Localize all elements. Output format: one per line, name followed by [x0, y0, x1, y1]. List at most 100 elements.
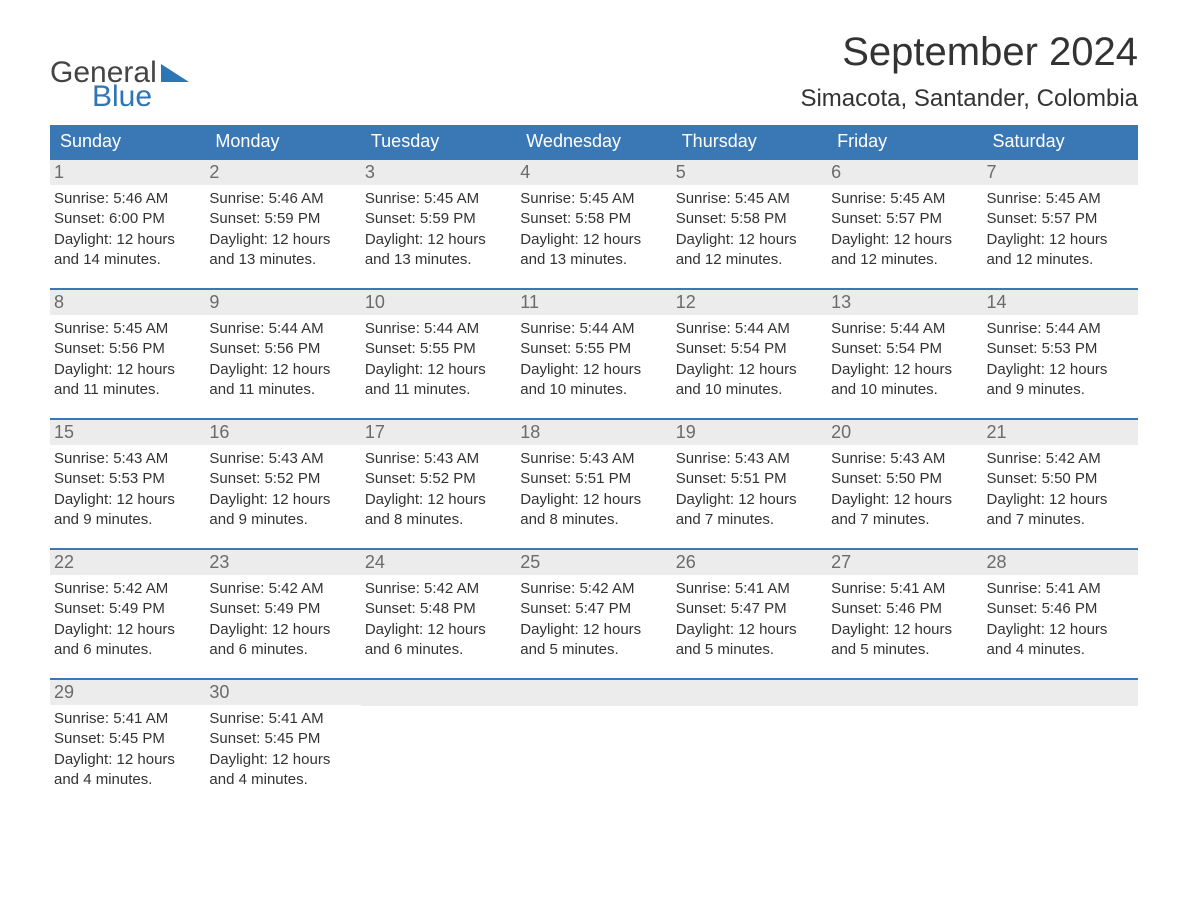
daylight-line1: Daylight: 12 hours — [520, 360, 665, 380]
day-number-row: 4 — [516, 160, 671, 185]
sunrise-text: Sunrise: 5:45 AM — [987, 189, 1132, 209]
sunset-text: Sunset: 5:55 PM — [365, 339, 510, 359]
page: General Blue September 2024 Simacota, Sa… — [0, 0, 1188, 820]
day-content: Sunrise: 5:41 AMSunset: 5:45 PMDaylight:… — [205, 705, 360, 790]
location-subtitle: Simacota, Santander, Colombia — [800, 85, 1138, 113]
day-cell: 2Sunrise: 5:46 AMSunset: 5:59 PMDaylight… — [205, 160, 360, 270]
sunrise-text: Sunrise: 5:41 AM — [831, 579, 976, 599]
week-row: 1Sunrise: 5:46 AMSunset: 6:00 PMDaylight… — [50, 158, 1138, 270]
day-number: 23 — [207, 552, 229, 572]
daylight-line1: Daylight: 12 hours — [365, 230, 510, 250]
day-number: 5 — [674, 162, 686, 182]
day-content: Sunrise: 5:45 AMSunset: 5:59 PMDaylight:… — [361, 185, 516, 270]
day-number: 22 — [52, 552, 74, 572]
sunset-text: Sunset: 5:51 PM — [676, 469, 821, 489]
day-content: Sunrise: 5:43 AMSunset: 5:51 PMDaylight:… — [672, 445, 827, 530]
sunset-text: Sunset: 5:51 PM — [520, 469, 665, 489]
calendar-header-row: Sunday Monday Tuesday Wednesday Thursday… — [50, 125, 1138, 158]
day-number: 2 — [207, 162, 219, 182]
sunset-text: Sunset: 5:49 PM — [209, 599, 354, 619]
sunset-text: Sunset: 5:46 PM — [831, 599, 976, 619]
daylight-line1: Daylight: 12 hours — [987, 490, 1132, 510]
day-content: Sunrise: 5:44 AMSunset: 5:53 PMDaylight:… — [983, 315, 1138, 400]
daylight-line2: and 11 minutes. — [209, 380, 354, 400]
day-content: Sunrise: 5:42 AMSunset: 5:49 PMDaylight:… — [50, 575, 205, 660]
brand-logo: General Blue — [50, 30, 189, 112]
daylight-line1: Daylight: 12 hours — [209, 490, 354, 510]
daylight-line1: Daylight: 12 hours — [987, 230, 1132, 250]
day-number-row: 10 — [361, 290, 516, 315]
day-number-row: 30 — [205, 680, 360, 705]
daylight-line1: Daylight: 12 hours — [831, 620, 976, 640]
day-cell: 24Sunrise: 5:42 AMSunset: 5:48 PMDayligh… — [361, 550, 516, 660]
sunset-text: Sunset: 5:52 PM — [209, 469, 354, 489]
daylight-line2: and 12 minutes. — [831, 250, 976, 270]
day-number-row: 2 — [205, 160, 360, 185]
daylight-line1: Daylight: 12 hours — [831, 230, 976, 250]
sunrise-text: Sunrise: 5:42 AM — [54, 579, 199, 599]
daylight-line2: and 8 minutes. — [365, 510, 510, 530]
day-content: Sunrise: 5:45 AMSunset: 5:56 PMDaylight:… — [50, 315, 205, 400]
sunrise-text: Sunrise: 5:45 AM — [831, 189, 976, 209]
day-number-row: 14 — [983, 290, 1138, 315]
sunset-text: Sunset: 5:57 PM — [987, 209, 1132, 229]
day-cell: 9Sunrise: 5:44 AMSunset: 5:56 PMDaylight… — [205, 290, 360, 400]
day-content: Sunrise: 5:43 AMSunset: 5:52 PMDaylight:… — [205, 445, 360, 530]
day-number: 29 — [52, 682, 74, 702]
daylight-line1: Daylight: 12 hours — [676, 230, 821, 250]
day-content: Sunrise: 5:41 AMSunset: 5:47 PMDaylight:… — [672, 575, 827, 660]
daylight-line1: Daylight: 12 hours — [54, 490, 199, 510]
daylight-line2: and 6 minutes. — [54, 640, 199, 660]
day-content: Sunrise: 5:43 AMSunset: 5:52 PMDaylight:… — [361, 445, 516, 530]
week-row: 29 Sunrise: 5:41 AMSunset: 5:45 PMDayligh… — [50, 678, 1138, 790]
daylight-line1: Daylight: 12 hours — [676, 620, 821, 640]
daylight-line2: and 8 minutes. — [520, 510, 665, 530]
daylight-line2: and 11 minutes. — [54, 380, 199, 400]
day-number-row: 8 — [50, 290, 205, 315]
day-number-row: 22 — [50, 550, 205, 575]
sunrise-text: Sunrise: 5:46 AM — [209, 189, 354, 209]
day-cell: 16Sunrise: 5:43 AMSunset: 5:52 PMDayligh… — [205, 420, 360, 530]
day-cell: 28Sunrise: 5:41 AMSunset: 5:46 PMDayligh… — [983, 550, 1138, 660]
day-number-row: 28 — [983, 550, 1138, 575]
day-content: Sunrise: 5:41 AMSunset: 5:46 PMDaylight:… — [827, 575, 982, 660]
daylight-line2: and 13 minutes. — [365, 250, 510, 270]
week-row: 8Sunrise: 5:45 AMSunset: 5:56 PMDaylight… — [50, 288, 1138, 400]
day-number-row — [983, 680, 1138, 706]
daylight-line2: and 10 minutes. — [676, 380, 821, 400]
daylight-line1: Daylight: 12 hours — [209, 360, 354, 380]
sunset-text: Sunset: 5:47 PM — [520, 599, 665, 619]
day-number-row: 7 — [983, 160, 1138, 185]
sunset-text: Sunset: 5:54 PM — [831, 339, 976, 359]
day-number-row — [516, 680, 671, 706]
daylight-line2: and 12 minutes. — [987, 250, 1132, 270]
daylight-line2: and 7 minutes. — [831, 510, 976, 530]
sunset-text: Sunset: 5:56 PM — [54, 339, 199, 359]
day-number: 7 — [985, 162, 997, 182]
week-row: 15Sunrise: 5:43 AMSunset: 5:53 PMDayligh… — [50, 418, 1138, 530]
sunrise-text: Sunrise: 5:41 AM — [209, 709, 354, 729]
day-number: 12 — [674, 292, 696, 312]
day-number-row: 17 — [361, 420, 516, 445]
daylight-line1: Daylight: 12 hours — [209, 620, 354, 640]
day-number-row: 15 — [50, 420, 205, 445]
daylight-line1: Daylight: 12 hours — [209, 750, 354, 770]
daylight-line2: and 5 minutes. — [520, 640, 665, 660]
sunrise-text: Sunrise: 5:42 AM — [365, 579, 510, 599]
day-number: 19 — [674, 422, 696, 442]
day-number: 6 — [829, 162, 841, 182]
top-bar: General Blue September 2024 Simacota, Sa… — [50, 30, 1138, 113]
day-number: 17 — [363, 422, 385, 442]
col-friday: Friday — [827, 125, 982, 158]
daylight-line1: Daylight: 12 hours — [54, 230, 199, 250]
day-cell: 30Sunrise: 5:41 AMSunset: 5:45 PMDayligh… — [205, 680, 360, 790]
day-cell: 23Sunrise: 5:42 AMSunset: 5:49 PMDayligh… — [205, 550, 360, 660]
day-cell: 27Sunrise: 5:41 AMSunset: 5:46 PMDayligh… — [827, 550, 982, 660]
day-cell: 12Sunrise: 5:44 AMSunset: 5:54 PMDayligh… — [672, 290, 827, 400]
daylight-line2: and 5 minutes. — [831, 640, 976, 660]
daylight-line2: and 13 minutes. — [520, 250, 665, 270]
daylight-line1: Daylight: 12 hours — [54, 620, 199, 640]
daylight-line1: Daylight: 12 hours — [520, 620, 665, 640]
day-cell: 29Sunrise: 5:41 AMSunset: 5:45 PMDayligh… — [50, 680, 205, 790]
daylight-line2: and 7 minutes. — [676, 510, 821, 530]
